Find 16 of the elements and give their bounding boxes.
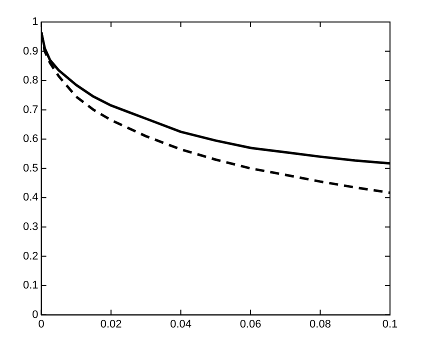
y-tick-label: 0.3	[22, 220, 38, 233]
x-tick-label: 0.02	[100, 318, 122, 330]
y-tick-label: 0.7	[22, 104, 38, 116]
y-tick-label: 0.4	[22, 192, 38, 204]
x-tick-label: 0.08	[310, 318, 331, 330]
y-tick-label: 0	[32, 308, 38, 321]
y-tick-label: 0.1	[22, 280, 38, 292]
y-tick-label: 0.2	[22, 250, 38, 262]
y-tick-label: 0.6	[22, 133, 38, 146]
x-tick-label: 0.04	[170, 318, 192, 330]
x-tick-label: 0.1	[382, 318, 398, 330]
x-tick-label: 0.06	[240, 318, 262, 330]
y-tick-label: 0.5	[22, 162, 38, 174]
y-tick-label: 0.8	[22, 74, 38, 87]
y-tick-label: 0.9	[22, 45, 38, 58]
y-tick-label: 1	[32, 16, 38, 28]
